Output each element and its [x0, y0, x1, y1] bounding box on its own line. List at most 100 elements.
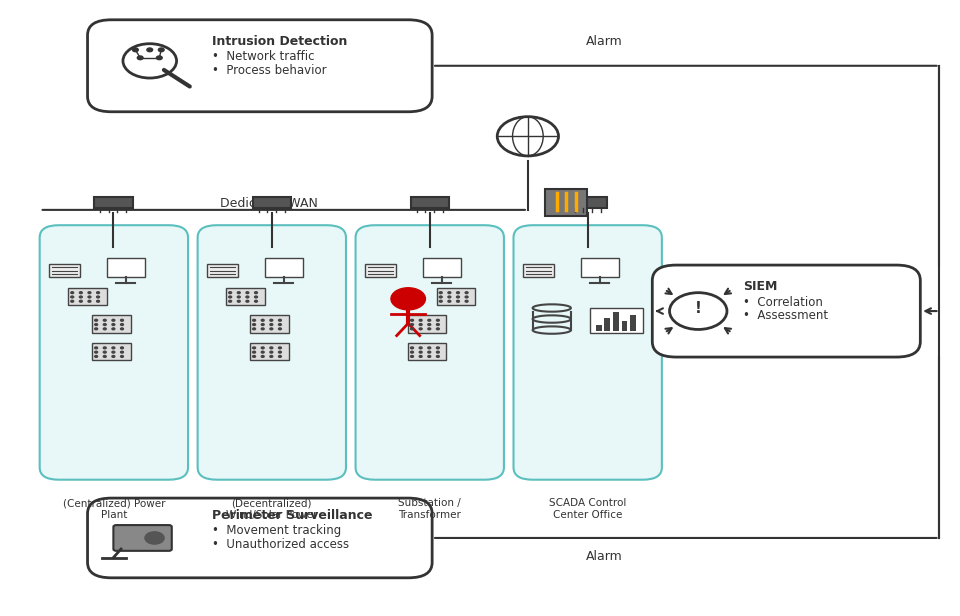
FancyBboxPatch shape	[39, 225, 188, 480]
Circle shape	[254, 296, 257, 298]
FancyBboxPatch shape	[652, 265, 921, 357]
Circle shape	[156, 56, 162, 60]
FancyBboxPatch shape	[49, 264, 80, 277]
Circle shape	[261, 355, 264, 357]
FancyBboxPatch shape	[437, 288, 475, 305]
Circle shape	[112, 323, 115, 325]
FancyBboxPatch shape	[411, 197, 449, 208]
Circle shape	[428, 355, 431, 357]
Circle shape	[252, 355, 255, 357]
Circle shape	[71, 301, 74, 302]
Circle shape	[104, 319, 107, 321]
Circle shape	[137, 56, 143, 60]
Circle shape	[440, 301, 443, 302]
Circle shape	[132, 48, 138, 52]
Circle shape	[104, 323, 107, 325]
FancyBboxPatch shape	[68, 288, 107, 305]
Circle shape	[252, 351, 255, 353]
Text: Dedicated WAN: Dedicated WAN	[221, 197, 319, 210]
Circle shape	[88, 301, 91, 302]
Circle shape	[440, 292, 443, 294]
Circle shape	[261, 351, 264, 353]
Circle shape	[270, 319, 273, 321]
Circle shape	[448, 301, 451, 302]
FancyBboxPatch shape	[631, 315, 636, 331]
Circle shape	[112, 351, 115, 353]
Circle shape	[411, 323, 414, 325]
Circle shape	[252, 347, 255, 349]
FancyBboxPatch shape	[408, 343, 446, 360]
FancyBboxPatch shape	[422, 257, 461, 277]
Circle shape	[237, 292, 240, 294]
FancyBboxPatch shape	[207, 264, 238, 277]
Circle shape	[104, 355, 107, 357]
Circle shape	[88, 296, 91, 298]
Circle shape	[112, 355, 115, 357]
Circle shape	[80, 296, 83, 298]
Circle shape	[104, 347, 107, 349]
FancyBboxPatch shape	[94, 197, 132, 208]
Circle shape	[420, 347, 422, 349]
Circle shape	[278, 319, 281, 321]
Circle shape	[411, 355, 414, 357]
Circle shape	[428, 347, 431, 349]
FancyBboxPatch shape	[523, 264, 554, 277]
FancyBboxPatch shape	[514, 225, 661, 480]
Text: •  Movement tracking: • Movement tracking	[212, 524, 341, 538]
Circle shape	[228, 296, 231, 298]
Circle shape	[466, 301, 468, 302]
FancyBboxPatch shape	[227, 288, 265, 305]
Text: SIEM: SIEM	[743, 280, 778, 293]
Circle shape	[104, 328, 107, 330]
Circle shape	[147, 48, 153, 52]
FancyBboxPatch shape	[613, 312, 619, 331]
Circle shape	[254, 292, 257, 294]
Circle shape	[261, 328, 264, 330]
Circle shape	[278, 355, 281, 357]
FancyBboxPatch shape	[92, 343, 131, 360]
Circle shape	[466, 296, 468, 298]
Circle shape	[121, 328, 124, 330]
FancyBboxPatch shape	[605, 318, 611, 331]
Circle shape	[252, 319, 255, 321]
Circle shape	[95, 319, 98, 321]
Circle shape	[420, 328, 422, 330]
Text: Intrusion Detection: Intrusion Detection	[212, 35, 348, 48]
Text: SCADA Control
Center Office: SCADA Control Center Office	[549, 498, 626, 520]
Text: •  Correlation: • Correlation	[743, 296, 823, 309]
Circle shape	[228, 301, 231, 302]
Circle shape	[252, 323, 255, 325]
Circle shape	[71, 296, 74, 298]
FancyBboxPatch shape	[590, 308, 643, 333]
Circle shape	[80, 292, 83, 294]
Circle shape	[112, 328, 115, 330]
Circle shape	[112, 319, 115, 321]
FancyBboxPatch shape	[253, 197, 292, 208]
FancyBboxPatch shape	[92, 315, 131, 333]
Circle shape	[71, 292, 74, 294]
Circle shape	[437, 319, 440, 321]
Circle shape	[420, 319, 422, 321]
Circle shape	[97, 301, 100, 302]
Circle shape	[420, 355, 422, 357]
Circle shape	[95, 351, 98, 353]
Circle shape	[437, 347, 440, 349]
Circle shape	[95, 347, 98, 349]
FancyBboxPatch shape	[622, 322, 628, 331]
Circle shape	[428, 328, 431, 330]
FancyBboxPatch shape	[251, 315, 289, 333]
Text: •  Unauthorized access: • Unauthorized access	[212, 538, 349, 551]
Circle shape	[121, 323, 124, 325]
Circle shape	[411, 319, 414, 321]
Circle shape	[270, 323, 273, 325]
Circle shape	[270, 347, 273, 349]
FancyBboxPatch shape	[408, 315, 446, 333]
FancyBboxPatch shape	[355, 225, 504, 480]
Circle shape	[261, 347, 264, 349]
Circle shape	[95, 328, 98, 330]
Circle shape	[121, 319, 124, 321]
Circle shape	[437, 351, 440, 353]
Circle shape	[252, 328, 255, 330]
Circle shape	[261, 323, 264, 325]
Text: Alarm: Alarm	[586, 550, 623, 563]
